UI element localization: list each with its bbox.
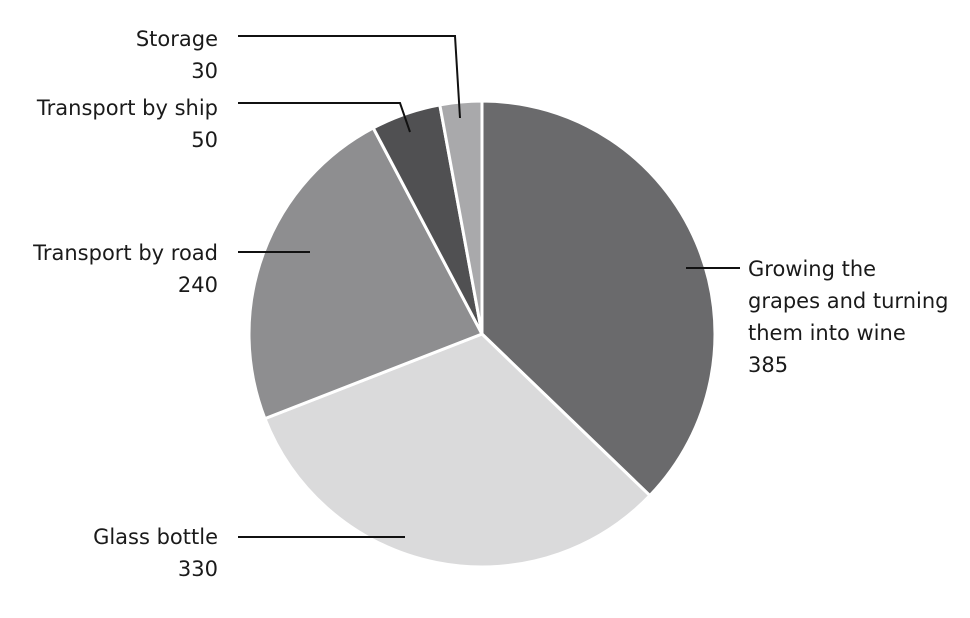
leader-transport-ship xyxy=(238,102,411,133)
label-transport-road-name: Transport by road xyxy=(33,241,218,265)
label-transport-ship-name: Transport by ship xyxy=(36,96,218,120)
label-growing-grapes-line2: grapes and turning xyxy=(748,289,949,313)
label-growing-grapes-value: 385 xyxy=(748,353,789,377)
slice-storage xyxy=(438,99,484,336)
label-transport-ship: Transport by ship 50 xyxy=(37,92,218,156)
label-storage: Storage 30 xyxy=(136,23,218,87)
label-growing-grapes-line1: Growing the xyxy=(748,257,877,281)
label-storage-name: Storage xyxy=(135,27,218,51)
slice-glass-bottle xyxy=(263,332,652,569)
leader-storage xyxy=(238,35,461,119)
label-growing-grapes: Growing the grapes and turning them into… xyxy=(748,253,948,381)
label-glass-bottle-value: 330 xyxy=(177,557,218,581)
label-glass-bottle: Glass bottle 330 xyxy=(93,521,218,585)
pie-slices xyxy=(247,99,717,569)
label-storage-value: 30 xyxy=(191,59,218,83)
label-transport-road: Transport by road 240 xyxy=(33,237,218,301)
label-transport-ship-value: 50 xyxy=(191,128,218,152)
leader-lines xyxy=(238,35,740,538)
label-glass-bottle-name: Glass bottle xyxy=(93,525,218,549)
slice-growing-grapes xyxy=(480,99,717,498)
label-growing-grapes-line3: them into wine xyxy=(748,321,906,345)
label-transport-road-value: 240 xyxy=(177,273,218,297)
